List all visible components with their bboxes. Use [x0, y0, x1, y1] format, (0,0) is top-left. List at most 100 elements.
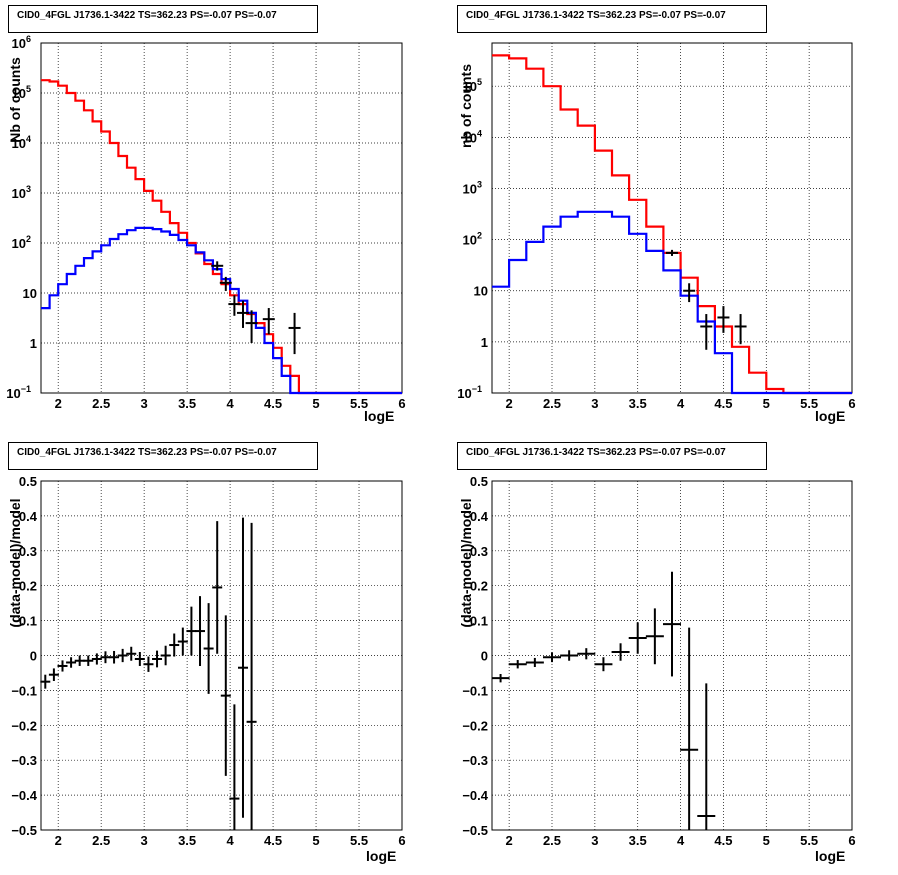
residual-point [40, 674, 51, 689]
y-tick-label: 102 [463, 231, 482, 248]
residual-point [143, 656, 154, 672]
y-tick-label: 102 [12, 234, 31, 251]
x-tick-label: 3.5 [178, 396, 196, 411]
y-tick-label: 0.5 [470, 474, 488, 489]
y-tick-label: 1 [30, 336, 37, 351]
plot-frame [40, 42, 403, 394]
x-tick-label: 2.5 [92, 396, 110, 411]
residual-point [697, 683, 716, 830]
data-point [666, 249, 678, 256]
x-tick-label: 6 [398, 396, 405, 411]
residual-point [560, 650, 579, 661]
x-tick-label: 5 [763, 833, 770, 848]
plot-top-left: CID0_4FGL J1736.1-3422 TS=362.23 PS=-0.0… [0, 0, 449, 437]
x-tick-label: 5 [312, 833, 319, 848]
residual-point [126, 646, 137, 661]
y-tick-label: −0.3 [462, 753, 488, 768]
y-tick-label: −0.5 [11, 823, 37, 838]
data-point [228, 295, 241, 316]
residual-point [645, 608, 664, 665]
x-tick-label: 5.5 [350, 833, 368, 848]
x-tick-label: 2 [506, 833, 513, 848]
residual-point [237, 517, 248, 818]
x-axis-label: logE [366, 848, 397, 864]
residual-point [169, 633, 180, 657]
x-tick-label: 4.5 [714, 396, 732, 411]
x-tick-label: 2.5 [543, 833, 561, 848]
residual-point [611, 643, 630, 661]
residual-point [100, 651, 111, 664]
residual-point [246, 522, 257, 830]
x-tick-label: 3.5 [629, 833, 647, 848]
y-tick-label: 103 [12, 184, 31, 201]
data-point [717, 306, 730, 333]
x-tick-label: 2 [506, 396, 513, 411]
x-tick-label: 6 [848, 833, 855, 848]
residual-point [594, 657, 613, 672]
y-tick-label: 0 [30, 649, 37, 664]
y-tick-label: 0.1 [19, 614, 37, 629]
residual-point [543, 652, 561, 663]
histogram-series-blue [492, 210, 852, 395]
y-tick-label: −0.2 [11, 718, 37, 733]
x-tick-label: 3.5 [629, 396, 647, 411]
x-tick-label: 4 [226, 396, 234, 411]
y-tick-label: 10 [474, 284, 488, 299]
data-point [245, 310, 258, 343]
data-point [211, 261, 224, 271]
y-tick-label: −0.4 [462, 788, 488, 803]
histogram-series-red [41, 79, 402, 395]
y-tick-label: 0.4 [470, 509, 489, 524]
residual-point [109, 650, 120, 664]
plot-title: CID0_4FGL J1736.1-3422 TS=362.23 PS=-0.0… [8, 442, 318, 470]
y-tick-label: 0.2 [470, 579, 488, 594]
residual-point [74, 655, 85, 666]
x-tick-label: 5.5 [800, 833, 818, 848]
y-tick-label: 0.5 [19, 474, 37, 489]
y-axis-label: (data-model)/model [458, 498, 474, 628]
plot-frame [491, 42, 853, 394]
y-tick-label: 1 [481, 335, 488, 350]
chart-bottom-left: 2 2.5 3 3.5 4 4.5 5 5.5 6 −0.5 −0.4 −0.3 −0.2 −0.1 0 0.… [11, 474, 405, 848]
x-tick-label: 3.5 [178, 833, 196, 848]
data-point [262, 308, 275, 335]
y-axis-label: Nb of counts [7, 57, 23, 143]
residual-point [117, 648, 128, 663]
y-axis-label: nb of counts [458, 64, 474, 148]
residual-point [134, 652, 145, 666]
y-tick-label: 0.1 [470, 614, 488, 629]
x-tick-label: 5 [312, 396, 319, 411]
data-point [236, 300, 249, 328]
residual-point [152, 650, 163, 668]
x-tick-label: 4.5 [264, 833, 282, 848]
residual-point [57, 660, 68, 672]
histogram-series-red [492, 54, 852, 395]
residual-point [177, 627, 188, 656]
residual-point [491, 673, 510, 683]
residual-point [186, 606, 197, 656]
residual-point [91, 653, 102, 665]
y-tick-label: 0.3 [470, 544, 488, 559]
x-tick-label: 6 [398, 833, 405, 848]
y-tick-label: 0.2 [19, 579, 37, 594]
y-tick-label: 103 [463, 179, 482, 196]
residual-point [508, 660, 527, 669]
x-tick-label: 4 [677, 396, 685, 411]
x-tick-label: 5.5 [800, 396, 818, 411]
y-axis-label: (data-model)/model [7, 498, 23, 628]
x-tick-label: 4 [226, 833, 234, 848]
chart-bottom-right: 2 2.5 3 3.5 4 4.5 5 5.5 6 −0.5 −0.4 −0.3 −0.2 −0.1 0 0.… [462, 474, 855, 848]
residual-point [680, 627, 699, 830]
residual-point [525, 657, 544, 668]
y-tick-label: −0.4 [11, 788, 37, 803]
x-tick-label: 2 [55, 833, 62, 848]
y-tick-label: 10 [23, 286, 37, 301]
data-point [734, 314, 747, 345]
plot-top-right: CID0_4FGL J1736.1-3422 TS=362.23 PS=-0.0… [449, 0, 898, 437]
data-point [700, 314, 713, 350]
residual-point [203, 603, 214, 694]
plot-title: CID0_4FGL J1736.1-3422 TS=362.23 PS=-0.0… [8, 5, 318, 33]
x-tick-label: 3 [591, 833, 598, 848]
x-tick-label: 6 [848, 396, 855, 411]
residual-point [160, 645, 171, 666]
